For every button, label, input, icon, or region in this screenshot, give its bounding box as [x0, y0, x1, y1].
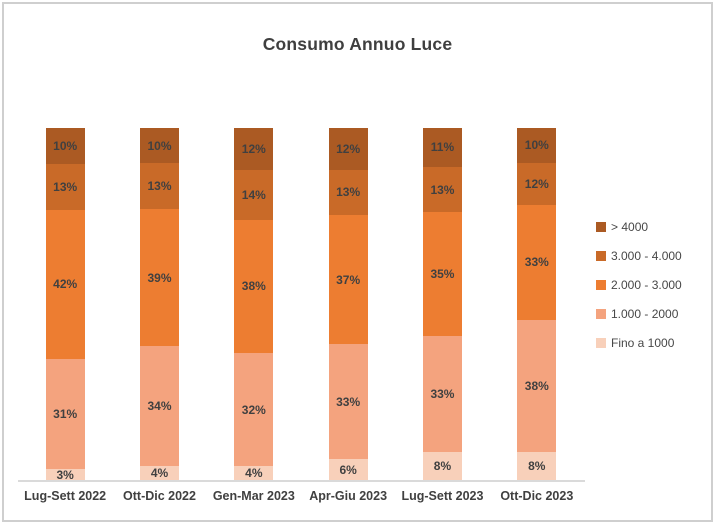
segment-data-label: 13% [53, 179, 78, 194]
bar-slot: 10% 12% 33% 38% 8% [490, 128, 584, 480]
legend-item: > 4000 [596, 212, 682, 241]
segment-data-label: 32% [241, 402, 266, 417]
segment-data-label: 10% [53, 138, 78, 153]
segment-data-label: 12% [241, 142, 266, 157]
segment-data-label: 13% [430, 182, 455, 197]
legend-label: Fino a 1000 [611, 335, 675, 350]
stacked-bar: 12% 13% 37% 33% 6% [328, 128, 368, 480]
bar-segment: 3% [45, 467, 85, 482]
segment-data-label: 3% [56, 467, 74, 482]
bar-segment: 10% [517, 128, 557, 163]
legend: > 4000 3.000 - 4.000 2.000 - 3.000 1.000 - … [596, 212, 682, 357]
segment-data-label: 10% [147, 138, 172, 153]
bar-segment: 32% [234, 353, 274, 466]
bar-segment: 12% [234, 128, 274, 171]
bar-segment: 34% [139, 346, 179, 466]
segment-data-label: 33% [336, 394, 361, 409]
bar-segment: 4% [139, 465, 179, 480]
chart-title: Consumo Annuo Luce [262, 34, 453, 54]
bar-slot: 12% 14% 38% 32% 4% [207, 128, 301, 480]
bar-segment: 8% [422, 451, 462, 480]
segment-data-label: 10% [524, 138, 549, 153]
legend-label: > 4000 [611, 219, 649, 234]
bar-segment: 37% [328, 215, 368, 345]
bar-segment: 33% [517, 204, 557, 320]
legend-item: 2.000 - 3.000 [596, 270, 682, 299]
stacked-bar: 10% 12% 33% 38% 8% [517, 128, 557, 480]
bar-segment: 13% [422, 166, 462, 213]
x-axis-line [18, 480, 585, 482]
x-axis-tick-label: Lug-Sett 2023 [401, 489, 484, 503]
segment-data-label: 14% [241, 187, 266, 202]
stacked-bar: 10% 13% 42% 31% 3% [45, 128, 85, 482]
stacked-bar: 12% 14% 38% 32% 4% [234, 128, 274, 480]
x-axis-tick-label: Ott-Dic 2023 [500, 489, 574, 503]
segment-data-label: 38% [241, 279, 266, 294]
segment-data-label: 8% [528, 459, 546, 474]
plot-area: 10% 13% 42% 31% 3% 10% 13% 39% 34% 4% 12% 14% 38% 32%… [18, 128, 584, 482]
bar-segment: 31% [45, 359, 85, 470]
segment-data-label: 39% [147, 270, 172, 285]
segment-data-label: 35% [430, 267, 455, 282]
bar-slot: 10% 13% 39% 34% 4% [112, 128, 206, 480]
legend-swatch-icon [596, 337, 606, 348]
segment-data-label: 11% [430, 140, 455, 155]
segment-data-label: 4% [150, 465, 169, 480]
legend-label: 3.000 - 4.000 [611, 248, 682, 263]
segment-data-label: 12% [336, 141, 361, 156]
segment-data-label: 8% [433, 458, 452, 473]
segment-data-label: 31% [53, 407, 78, 422]
bar-slot: 11% 13% 35% 33% 8% [395, 128, 489, 480]
bar-segment: 13% [45, 163, 85, 210]
bar-segment: 13% [139, 163, 179, 209]
x-axis-tick-label: Ott-Dic 2022 [123, 489, 196, 503]
bar-segment: 11% [422, 128, 462, 167]
bar-segment: 10% [139, 128, 179, 164]
x-axis-tick-label: Apr-Giu 2023 [309, 489, 388, 503]
bar-segment: 8% [517, 452, 557, 480]
segment-data-label: 13% [147, 179, 172, 194]
segment-data-label: 37% [336, 272, 361, 287]
bar-segment: 14% [234, 170, 274, 220]
bars-container: 10% 13% 42% 31% 3% 10% 13% 39% 34% 4% 12% 14% 38% 32%… [18, 128, 584, 482]
segment-data-label: 12% [524, 176, 549, 191]
bar-segment: 6% [328, 459, 368, 480]
legend-swatch-icon [596, 279, 606, 290]
stacked-bar: 11% 13% 35% 33% 8% [422, 128, 462, 480]
bar-segment: 33% [422, 335, 462, 452]
bar-segment: 38% [234, 219, 274, 354]
bar-slot: 10% 13% 42% 31% 3% [18, 128, 112, 482]
legend-item: Fino a 1000 [596, 328, 682, 357]
bar-segment: 42% [45, 209, 85, 360]
bar-segment: 10% [45, 128, 85, 164]
x-axis-tick-label: Lug-Sett 2022 [24, 489, 107, 503]
segment-data-label: 6% [339, 462, 357, 477]
legend-swatch-icon [596, 250, 606, 261]
legend-label: 2.000 - 3.000 [611, 277, 682, 292]
segment-data-label: 4% [245, 465, 263, 480]
legend-item: 3.000 - 4.000 [596, 241, 682, 270]
bar-segment: 33% [328, 344, 368, 460]
legend-item: 1.000 - 2000 [596, 299, 682, 328]
segment-data-label: 38% [524, 378, 549, 393]
bar-segment: 39% [139, 208, 179, 347]
bar-segment: 38% [517, 319, 557, 453]
legend-swatch-icon [596, 308, 606, 319]
legend-swatch-icon [596, 221, 606, 232]
bar-segment: 12% [328, 128, 368, 170]
stacked-bar: 10% 13% 39% 34% 4% [139, 128, 179, 480]
bar-segment: 12% [517, 162, 557, 205]
x-axis-labels: Lug-Sett 2022 Ott-Dic 2022 Gen-Mar 2023 Apr… [18, 489, 584, 503]
legend-label: 1.000 - 2000 [611, 306, 679, 321]
bar-segment: 35% [422, 212, 462, 336]
bar-slot: 12% 13% 37% 33% 6% [301, 128, 395, 480]
segment-data-label: 33% [430, 386, 455, 401]
segment-data-label: 34% [147, 399, 172, 414]
segment-data-label: 33% [524, 255, 549, 270]
segment-data-label: 13% [336, 185, 361, 200]
segment-data-label: 42% [53, 277, 78, 292]
bar-segment: 4% [234, 465, 274, 480]
bar-segment: 13% [328, 169, 368, 216]
x-axis-tick-label: Gen-Mar 2023 [212, 489, 295, 503]
